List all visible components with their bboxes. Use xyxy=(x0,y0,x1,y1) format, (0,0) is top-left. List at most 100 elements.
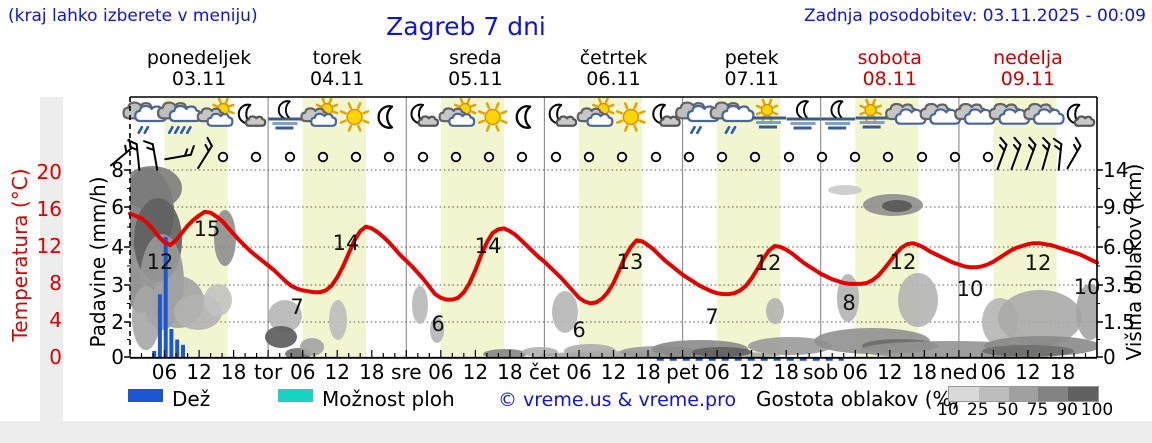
svg-text:12: 12 xyxy=(890,250,917,274)
menu-hint: (kraj lahko izberete v meniju) xyxy=(8,6,258,26)
day-name: nedelja xyxy=(993,47,1063,69)
background-strip-left xyxy=(40,97,63,421)
svg-text:sre: sre xyxy=(391,360,422,384)
svg-text:6.0: 6.0 xyxy=(1103,235,1135,259)
cloud-scale-segment xyxy=(949,387,979,401)
svg-text:0: 0 xyxy=(111,345,124,369)
svg-text:7: 7 xyxy=(290,295,303,319)
svg-text:2: 2 xyxy=(111,310,124,334)
svg-text:14: 14 xyxy=(333,231,360,255)
svg-text:14: 14 xyxy=(1103,158,1128,182)
svg-text:čet: čet xyxy=(529,360,560,384)
svg-text:18: 18 xyxy=(912,360,937,384)
svg-text:12: 12 xyxy=(739,360,764,384)
svg-text:12: 12 xyxy=(1025,251,1052,275)
svg-text:18: 18 xyxy=(773,360,798,384)
day-header-sreda: sreda 05.11 xyxy=(405,48,545,90)
svg-text:12: 12 xyxy=(463,360,488,384)
showers-legend-swatch xyxy=(278,389,313,402)
svg-text:8: 8 xyxy=(111,158,124,182)
svg-text:4: 4 xyxy=(49,308,62,332)
svg-text:20: 20 xyxy=(37,160,62,184)
svg-text:18: 18 xyxy=(635,360,660,384)
svg-text:15: 15 xyxy=(194,217,221,241)
cloud-density-scale xyxy=(948,386,1099,402)
svg-text:12: 12 xyxy=(324,360,349,384)
svg-text:18: 18 xyxy=(497,360,522,384)
svg-text:06: 06 xyxy=(428,360,453,384)
svg-text:12: 12 xyxy=(755,251,782,275)
cloud-scale-segment xyxy=(1008,387,1039,401)
svg-text:7: 7 xyxy=(705,305,718,329)
svg-text:12: 12 xyxy=(601,360,626,384)
svg-text:6: 6 xyxy=(572,318,585,342)
svg-text:18: 18 xyxy=(1050,360,1075,384)
last-update-label: Zadnja posodobitev: 03.11.2025 - 00:09 xyxy=(804,6,1146,26)
svg-text:16: 16 xyxy=(37,197,62,221)
day-date: 03.11 xyxy=(171,68,227,90)
day-header-ponedeljek: ponedeljek 03.11 xyxy=(129,48,269,90)
day-date: 06.11 xyxy=(586,68,641,90)
svg-text:8: 8 xyxy=(842,291,855,315)
day-header-četrtek: četrtek 06.11 xyxy=(544,48,684,90)
day-name: sobota xyxy=(857,47,922,69)
svg-text:pet: pet xyxy=(666,360,699,384)
background-strip-bottom xyxy=(0,421,1152,443)
svg-text:18: 18 xyxy=(221,360,246,384)
day-date: 08.11 xyxy=(862,68,917,90)
svg-text:06: 06 xyxy=(152,360,177,384)
svg-text:8: 8 xyxy=(49,271,62,295)
svg-text:14: 14 xyxy=(475,234,502,258)
day-name: sreda xyxy=(449,47,502,69)
svg-text:12: 12 xyxy=(186,360,211,384)
svg-text:0: 0 xyxy=(1103,345,1116,369)
cloud-scale-tick: 25 xyxy=(966,400,989,420)
svg-text:3: 3 xyxy=(111,273,124,297)
day-header-nedelja: nedelja 09.11 xyxy=(958,48,1098,90)
day-date: 04.11 xyxy=(310,68,365,90)
svg-text:18: 18 xyxy=(359,360,384,384)
cloud-scale-tick: 50 xyxy=(996,400,1019,420)
cloud-scale-segment xyxy=(978,387,1009,401)
svg-text:12: 12 xyxy=(877,360,902,384)
day-name: četrtek xyxy=(579,47,648,69)
cloud-scale-segment xyxy=(1038,387,1069,401)
cloud-scale-tick: 10 xyxy=(937,400,959,420)
svg-text:06: 06 xyxy=(290,360,315,384)
svg-text:ned: ned xyxy=(940,360,978,384)
cloud-scale-tick: 100 xyxy=(1080,400,1114,420)
svg-text:1.5: 1.5 xyxy=(1103,310,1135,334)
day-name: petek xyxy=(724,47,779,69)
svg-text:4: 4 xyxy=(111,235,124,259)
day-header-petek: petek 07.11 xyxy=(682,48,822,90)
day-date: 07.11 xyxy=(724,68,779,90)
svg-text:10: 10 xyxy=(1074,275,1101,299)
day-header-sobota: sobota 08.11 xyxy=(820,48,960,90)
day-name: torek xyxy=(312,47,362,69)
svg-text:06: 06 xyxy=(704,360,729,384)
cloud-scale-tick: 90 xyxy=(1056,400,1079,420)
copyright-link[interactable]: © vreme.us & vreme.pro xyxy=(498,389,737,411)
svg-text:0: 0 xyxy=(49,345,62,369)
day-name: ponedeljek xyxy=(146,47,252,69)
showers-legend-label: Možnost ploh xyxy=(322,387,455,411)
svg-text:10: 10 xyxy=(957,277,984,301)
svg-text:9.0: 9.0 xyxy=(1103,195,1135,219)
svg-text:12: 12 xyxy=(1015,360,1040,384)
svg-text:06: 06 xyxy=(843,360,868,384)
cloud-scale-tick: 75 xyxy=(1026,400,1049,420)
svg-text:3.5: 3.5 xyxy=(1103,273,1135,297)
rain-legend-label: Dež xyxy=(172,387,211,411)
day-date: 09.11 xyxy=(1000,68,1056,90)
page-title: Zagreb 7 dni xyxy=(386,12,546,41)
cloud-scale-segment xyxy=(1068,387,1098,401)
svg-text:12: 12 xyxy=(37,234,62,258)
cloud-density-legend-label: Gostota oblakov (%) xyxy=(756,387,960,411)
svg-text:sob: sob xyxy=(803,360,838,384)
day-header-torek: torek 04.11 xyxy=(267,48,407,90)
svg-text:6: 6 xyxy=(431,312,444,336)
svg-text:tor: tor xyxy=(254,360,283,384)
rain-legend-swatch xyxy=(128,389,163,402)
